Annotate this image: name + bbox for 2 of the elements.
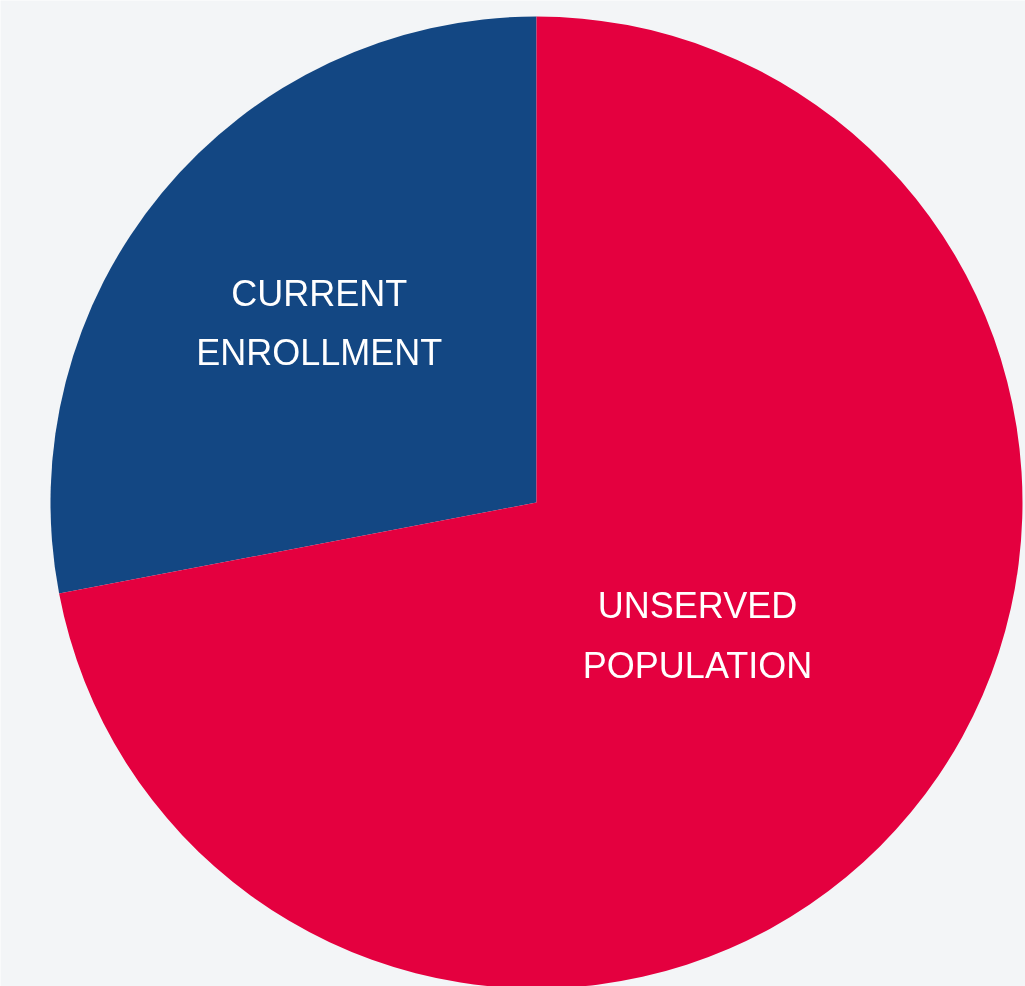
slice-label: CURRENT ENROLLMENT [196, 272, 443, 374]
slice-label: UNSERVED POPULATION [582, 585, 813, 686]
